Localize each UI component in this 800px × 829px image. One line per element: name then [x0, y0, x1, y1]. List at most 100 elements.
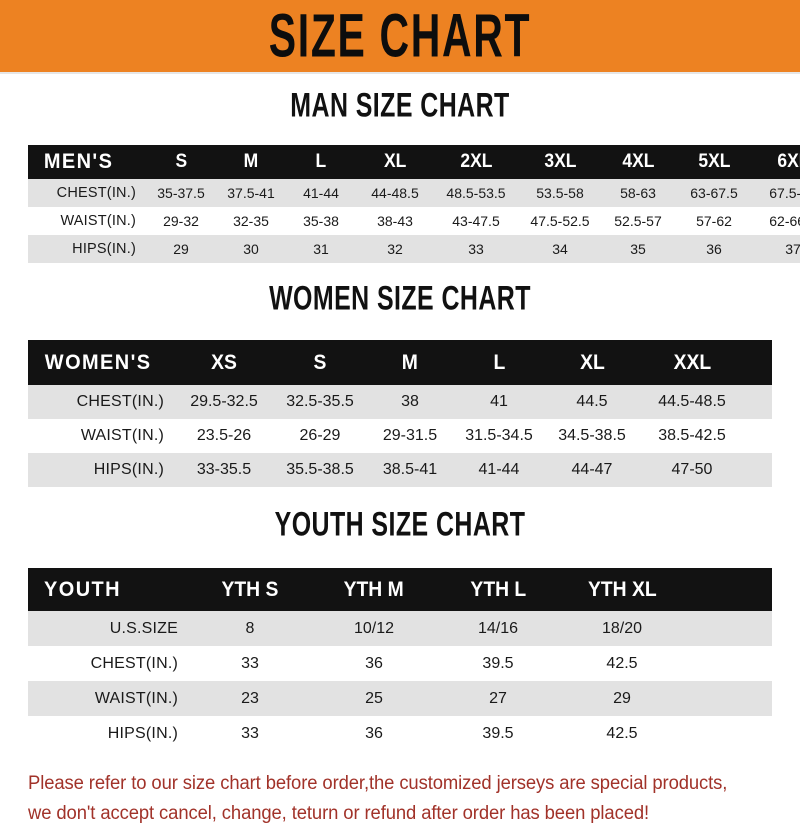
women-column-header-4: L: [454, 340, 544, 385]
youth-cell-3-2: 25: [312, 681, 436, 716]
men-cell-2-9: 62-66.5: [754, 207, 800, 235]
men-cell-2-7: 52.5-57: [602, 207, 674, 235]
men-section: MAN SIZE CHART MEN'S S M L XL 2XL 3XL 4XL 5XL 6XL…: [0, 87, 800, 263]
women-cell-spacer: [744, 453, 772, 487]
table-row: HIPS(IN.) 33-35.5 35.5-38.5 38.5-41 41-44 44-…: [28, 453, 772, 487]
women-section-title: WOMEN SIZE CHART: [269, 280, 531, 318]
men-column-header-label: M: [243, 151, 259, 172]
men-corner-label: MEN'S: [43, 150, 114, 173]
men-column-header-5: 2XL: [434, 145, 518, 179]
men-cell-2-5: 43-47.5: [434, 207, 518, 235]
women-header-row: WOMEN'S XS S M L XL XXL: [28, 340, 772, 385]
women-column-header-3: M: [366, 340, 454, 385]
men-column-header-4: XL: [356, 145, 434, 179]
youth-column-header-label: YTH XL: [587, 577, 657, 601]
page-title: SIZE CHART: [268, 1, 532, 71]
women-column-header-5: XL: [544, 340, 640, 385]
women-cell-spacer: [744, 419, 772, 453]
men-cell-2-6: 47.5-52.5: [518, 207, 602, 235]
men-cell-3-4: 32: [356, 235, 434, 263]
men-cell-3-7: 35: [602, 235, 674, 263]
youth-cell-2-1: 33: [188, 646, 312, 681]
women-cell-3-4: 41-44: [454, 453, 544, 487]
youth-cell-1-3: 14/16: [436, 611, 560, 646]
men-cell-2-8: 57-62: [674, 207, 754, 235]
men-column-header-label: 6XL: [776, 151, 800, 172]
women-column-header-label: XS: [211, 350, 237, 374]
women-cell-1-3: 38: [366, 385, 454, 419]
men-row-label: HIPS(IN.): [28, 235, 146, 263]
men-cell-2-4: 38-43: [356, 207, 434, 235]
youth-cell-4-4: 42.5: [560, 716, 684, 751]
men-column-header-label: 3XL: [543, 151, 577, 172]
youth-cell-3-1: 23: [188, 681, 312, 716]
women-cell-1-6: 44.5-48.5: [640, 385, 744, 419]
women-corner-header: WOMEN'S: [28, 340, 174, 385]
men-cell-1-9: 67.5-72: [754, 179, 800, 207]
men-column-header-label: XL: [383, 151, 407, 172]
youth-table-body: YOUTH YTH S YTH M YTH L YTH XL U.S.SIZE 8 10/12…: [28, 568, 772, 751]
women-column-header-label: S: [313, 350, 327, 374]
order-policy-note-line-2: we don't accept cancel, change, teturn o…: [28, 803, 650, 824]
youth-header-row: YOUTH YTH S YTH M YTH L YTH XL: [28, 568, 772, 611]
men-cell-3-3: 31: [286, 235, 356, 263]
youth-row-label: U.S.SIZE: [28, 611, 188, 646]
youth-section-title: YOUTH SIZE CHART: [274, 506, 526, 544]
youth-cell-2-2: 36: [312, 646, 436, 681]
youth-corner-label: YOUTH: [44, 577, 121, 601]
women-column-header-label: XL: [579, 350, 605, 374]
table-row: WAIST(IN.) 29-32 32-35 35-38 38-43 43-47.5 47.…: [28, 207, 800, 235]
men-column-header-9: 6XL: [754, 145, 800, 179]
youth-cell-1-1: 8: [188, 611, 312, 646]
men-row-label: CHEST(IN.): [28, 179, 146, 207]
women-column-header-6: XXL: [640, 340, 744, 385]
women-row-label: HIPS(IN.): [28, 453, 174, 487]
men-section-title: MAN SIZE CHART: [290, 87, 510, 125]
men-row-label: WAIST(IN.): [28, 207, 146, 235]
page-banner: SIZE CHART: [0, 0, 800, 74]
youth-cell-1-4: 18/20: [560, 611, 684, 646]
women-column-header-2: S: [274, 340, 366, 385]
table-row: CHEST(IN.) 29.5-32.5 32.5-35.5 38 41 44.5 44.5…: [28, 385, 772, 419]
men-column-header-label: 2XL: [459, 151, 493, 172]
women-section: WOMEN SIZE CHART WOMEN'S XS S M L XL XXL CHEST(…: [0, 280, 800, 487]
women-cell-2-5: 34.5-38.5: [544, 419, 640, 453]
men-column-header-2: M: [216, 145, 286, 179]
men-cell-1-4: 44-48.5: [356, 179, 434, 207]
men-cell-2-2: 32-35: [216, 207, 286, 235]
youth-cell-spacer: [684, 611, 772, 646]
youth-cell-4-2: 36: [312, 716, 436, 751]
women-row-label: WAIST(IN.): [28, 419, 174, 453]
men-size-table: MEN'S S M L XL 2XL 3XL 4XL 5XL 6XL CHEST(IN.)35-37…: [28, 145, 800, 263]
women-cell-spacer: [744, 385, 772, 419]
youth-cell-spacer: [684, 646, 772, 681]
men-cell-2-3: 35-38: [286, 207, 356, 235]
table-row: U.S.SIZE 8 10/12 14/16 18/20: [28, 611, 772, 646]
men-cell-3-9: 37: [754, 235, 800, 263]
women-cell-2-3: 29-31.5: [366, 419, 454, 453]
table-row: HIPS(IN.) 33 36 39.5 42.5: [28, 716, 772, 751]
women-cell-2-6: 38.5-42.5: [640, 419, 744, 453]
women-cell-2-4: 31.5-34.5: [454, 419, 544, 453]
youth-cell-2-3: 39.5: [436, 646, 560, 681]
youth-row-label: WAIST(IN.): [28, 681, 188, 716]
youth-cell-4-3: 39.5: [436, 716, 560, 751]
order-policy-note: Please refer to our size chart before or…: [28, 769, 750, 829]
women-header-spacer: [744, 340, 772, 385]
youth-cell-1-2: 10/12: [312, 611, 436, 646]
men-column-header-3: L: [286, 145, 356, 179]
women-cell-1-1: 29.5-32.5: [174, 385, 274, 419]
youth-cell-4-1: 33: [188, 716, 312, 751]
youth-column-header-label: YTH S: [221, 577, 279, 601]
women-row-label: CHEST(IN.): [28, 385, 174, 419]
table-row: WAIST(IN.) 23 25 27 29: [28, 681, 772, 716]
youth-row-label: CHEST(IN.): [28, 646, 188, 681]
table-row: HIPS(IN.) 29 30 31 32 33 34 35 36 37: [28, 235, 800, 263]
women-cell-3-6: 47-50: [640, 453, 744, 487]
men-cell-1-7: 58-63: [602, 179, 674, 207]
men-column-header-label: S: [175, 151, 187, 172]
men-cell-1-6: 53.5-58: [518, 179, 602, 207]
men-column-header-6: 3XL: [518, 145, 602, 179]
men-cell-3-1: 29: [146, 235, 216, 263]
men-column-header-7: 4XL: [602, 145, 674, 179]
